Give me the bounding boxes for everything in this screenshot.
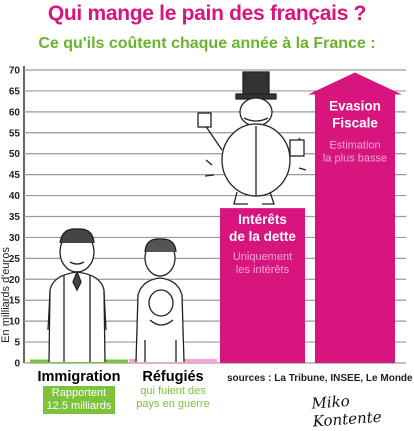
immigration-note-line-1: Rapportent	[51, 387, 107, 399]
evasion-note-line-2: la plus basse	[323, 153, 387, 165]
artist-signature: Miko Kontente	[310, 391, 383, 431]
refugees-note-line-2: pays en guerre	[136, 398, 210, 410]
y-tick-label: 15	[9, 296, 21, 307]
refugees-title: Réfugiés	[142, 369, 204, 385]
immigration-caption: Immigration Rapportent 12.5 milliards	[29, 369, 129, 414]
evasion-note-line-1: Estimation	[329, 140, 380, 152]
refugee-figure-illustration	[135, 238, 185, 363]
y-tick-label: 50	[9, 149, 21, 160]
y-tick-label: 55	[9, 128, 21, 139]
immigration-title: Immigration	[37, 369, 121, 385]
y-tick-label: 25	[9, 254, 21, 265]
y-tick-label: 30	[9, 233, 21, 244]
chart-area: 0 5 10 15 20 25 30 35 40 45 50 55 60 65 70 En milliards…	[0, 66, 406, 370]
immigrant-figure-illustration	[47, 228, 107, 363]
immigration-note: Rapportent 12.5 milliards	[42, 386, 116, 414]
y-axis-label: En milliards d'euros	[0, 247, 12, 343]
y-tick-label: 5	[14, 338, 20, 349]
refugees-note-line-1: qui fuient des	[140, 385, 206, 397]
bar-evasion-fiscale	[308, 72, 402, 364]
banker-figure-illustration	[197, 71, 307, 205]
y-tick-label: 65	[9, 86, 21, 97]
y-tick-label: 0	[14, 359, 20, 370]
y-tick-label: 70	[9, 66, 21, 77]
y-tick-label: 20	[9, 275, 21, 286]
y-tick-label: 40	[9, 191, 21, 202]
bar-interets-dette	[220, 208, 305, 363]
chart-title: Qui mange le pain des français ?	[47, 2, 367, 25]
immigration-note-line-2: 12.5 milliards	[46, 400, 112, 412]
evasion-title-line-1: Evasion	[329, 99, 381, 114]
y-tick-label: 45	[9, 170, 21, 181]
debt-note-line-1: Uniquement	[233, 251, 292, 263]
refugees-caption: Réfugiés qui fuient des pays en guerre	[128, 369, 218, 411]
y-tick-label: 60	[9, 107, 21, 118]
debt-title-line-1: Intérêts	[238, 212, 287, 227]
sources-note: sources : La Tribune, INSEE, Le Monde	[227, 373, 413, 384]
debt-note-line-2: les intérêts	[236, 264, 290, 276]
chart-subtitle: Ce qu'ils coûtent chaque année à la Fran…	[38, 35, 376, 52]
y-tick-label: 10	[9, 317, 21, 328]
debt-title-line-2: de la dette	[229, 229, 296, 244]
evasion-title-line-2: Fiscale	[332, 116, 378, 131]
y-tick-label: 35	[9, 212, 21, 223]
